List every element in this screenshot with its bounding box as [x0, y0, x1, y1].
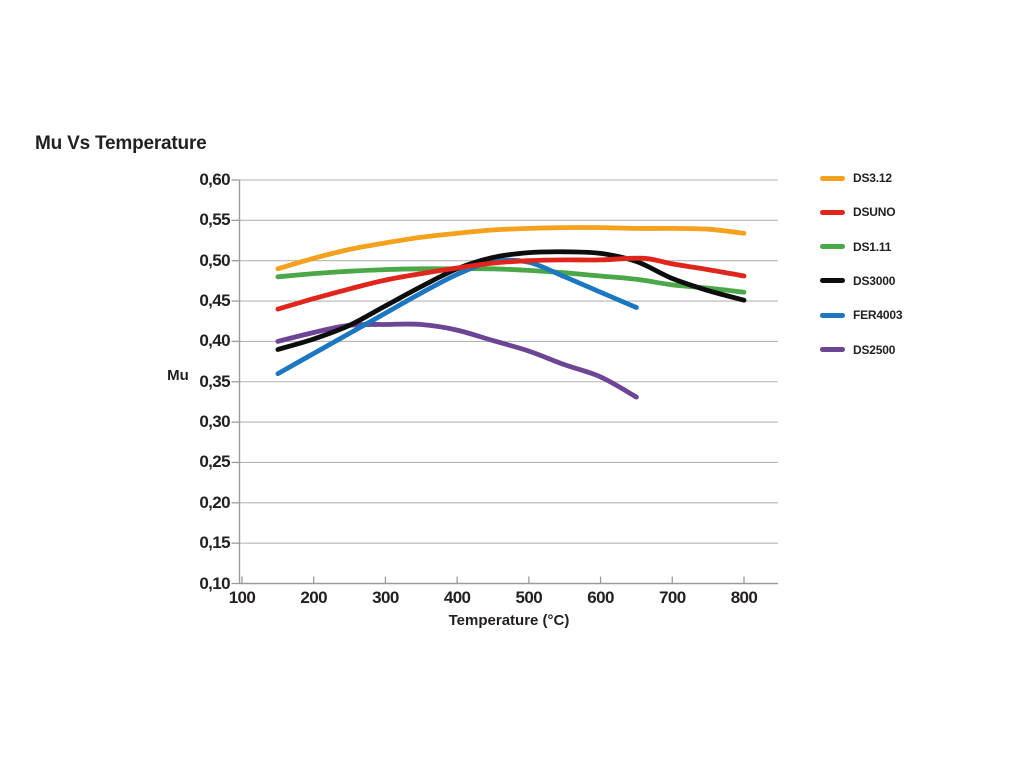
series-line-DS3.12	[275, 225, 747, 272]
y-tick-label: 0,35	[199, 371, 230, 391]
legend-swatch	[820, 312, 845, 318]
series-line-DS1.11	[275, 266, 747, 295]
series-line-DS2500	[275, 321, 639, 400]
y-tick-label: 0,45	[199, 291, 230, 311]
legend-swatch	[820, 244, 845, 250]
legend-item-DS2500: DS2500	[820, 344, 895, 356]
legend-label: DS3000	[853, 273, 896, 288]
x-tick-label: 700	[658, 588, 686, 607]
y-tick-label: 0,60	[199, 170, 230, 189]
y-tick-label: 0,10	[199, 573, 230, 593]
legend-label: DS1.11	[853, 239, 892, 254]
legend-swatch	[820, 347, 845, 352]
x-tick-label: 600	[587, 588, 614, 607]
gridlines	[239, 179, 778, 585]
chart-title: Mu Vs Temperature	[35, 133, 207, 154]
legend-item-DS3.12: DS3.12	[820, 172, 892, 184]
y-axis-title: Mu	[167, 367, 189, 384]
x-tick-label: 200	[300, 588, 327, 607]
y-tick-label: 0,55	[199, 210, 230, 230]
series-line-FER4003	[275, 257, 639, 377]
legend-label: FER4003	[853, 308, 903, 323]
legend-swatch	[820, 209, 845, 215]
series-lines	[275, 225, 747, 400]
x-tick-label: 800	[730, 588, 758, 607]
axes	[231, 179, 778, 585]
x-tick-label: 300	[372, 588, 399, 607]
legend-swatch	[820, 278, 845, 284]
legend-item-DS3000: DS3000	[820, 275, 895, 287]
legend-label: DSUNO	[853, 205, 896, 220]
legend-swatch	[820, 175, 845, 181]
legend-item-FER4003: FER4003	[820, 309, 902, 321]
x-tick-label: 100	[228, 588, 256, 607]
x-tick-label: 400	[443, 588, 471, 607]
legend-label: DS3.12	[853, 171, 892, 185]
series-line-DSUNO	[275, 255, 747, 312]
x-axis-title: Temperature (°C)	[448, 612, 570, 629]
series-line-DS3000	[275, 249, 747, 352]
x-tick-label: 500	[515, 588, 543, 607]
legend-item-DS1.11: DS1.11	[820, 241, 891, 253]
y-tick-label: 0,25	[199, 452, 230, 472]
y-tick-label: 0,50	[199, 250, 230, 270]
y-tick-label: 0,20	[199, 492, 230, 512]
y-tick-label: 0,15	[199, 533, 230, 553]
y-tick-label: 0,30	[199, 412, 230, 432]
legend-label: DS2500	[853, 342, 896, 357]
legend-item-DSUNO: DSUNO	[820, 205, 896, 220]
y-tick-label: 0,40	[199, 331, 230, 351]
